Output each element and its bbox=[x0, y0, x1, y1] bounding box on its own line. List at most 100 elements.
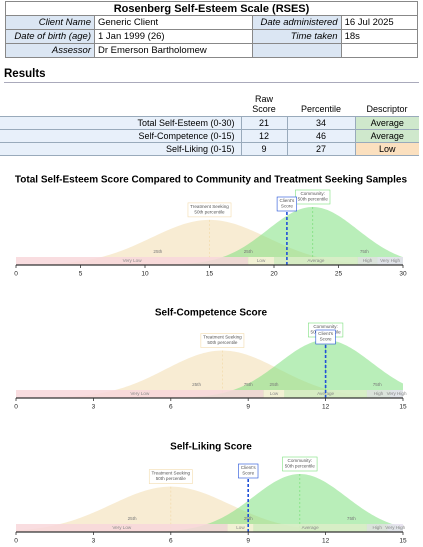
x-tick-label: 9 bbox=[246, 404, 250, 411]
header-table: Rosenberg Self-Esteem Scale (RSES) Clien… bbox=[5, 1, 419, 58]
density-curve bbox=[16, 486, 403, 532]
band-label: High bbox=[363, 258, 373, 263]
distribution-label-text: 50th percentile bbox=[194, 209, 225, 214]
empty-cell bbox=[340, 43, 419, 58]
percentile-label: 25th bbox=[270, 382, 279, 387]
client-score-label-text: Client's bbox=[279, 198, 295, 203]
band bbox=[248, 257, 274, 265]
field-value: 16 Jul 2025 bbox=[340, 15, 419, 30]
empty-cell bbox=[0, 88, 241, 117]
band bbox=[227, 524, 254, 532]
report-title: Rosenberg Self-Esteem Scale (RSES) bbox=[5, 1, 418, 16]
chart: Total Self-Esteem Score Compared to Comm… bbox=[14, 175, 408, 278]
distribution-label-box bbox=[200, 333, 245, 348]
chart-title: Self-Competence Score bbox=[155, 308, 268, 319]
client-score-label-text: Client's bbox=[241, 465, 257, 470]
band-label: Very High bbox=[380, 258, 400, 263]
client-score-label-text: Client's bbox=[318, 331, 334, 336]
descriptor: Average bbox=[354, 116, 419, 130]
client-score-label-box bbox=[315, 329, 336, 345]
distribution-label-text: 50th percentile bbox=[298, 196, 329, 201]
x-tick-label: 12 bbox=[322, 404, 330, 411]
x-tick-label: 0 bbox=[14, 404, 18, 411]
percentile-label: 25th bbox=[128, 516, 137, 521]
band bbox=[284, 390, 367, 398]
percentile-label: 75th bbox=[373, 382, 382, 387]
distribution-label-box bbox=[148, 469, 193, 484]
column-header: Raw Score bbox=[252, 94, 276, 114]
field-label: Time taken bbox=[251, 29, 342, 44]
band bbox=[377, 257, 403, 265]
x-tick-label: 6 bbox=[169, 404, 173, 411]
chart-title: Self-Liking Score bbox=[170, 442, 252, 453]
field-value: Generic Client bbox=[94, 15, 253, 30]
field-value: 18s bbox=[340, 29, 419, 44]
band bbox=[366, 390, 391, 398]
density-curve bbox=[16, 219, 403, 265]
distribution-label-text: Treatment Seeking bbox=[151, 471, 190, 476]
x-tick-label: 9 bbox=[246, 538, 250, 545]
density-curve bbox=[16, 340, 403, 398]
density-curve bbox=[16, 207, 403, 265]
band bbox=[387, 524, 403, 532]
client-score-label-box bbox=[276, 196, 298, 212]
band-label: Low bbox=[236, 525, 245, 530]
x-tick-label: 25 bbox=[335, 271, 343, 278]
field-value: 1 Jan 1999 (26) bbox=[94, 29, 253, 44]
band bbox=[16, 524, 228, 532]
percentile-label: 75th bbox=[244, 382, 253, 387]
chart-title: Total Self-Esteem Score Compared to Comm… bbox=[15, 175, 408, 186]
x-tick-label: 3 bbox=[92, 538, 96, 545]
percentile: 34 bbox=[286, 116, 355, 130]
descriptor: Average bbox=[354, 129, 419, 143]
x-tick-label: 15 bbox=[399, 538, 407, 545]
descriptor: Low bbox=[354, 142, 419, 156]
distribution-label: Community:50th percentile bbox=[295, 189, 331, 205]
field-label: Assessor bbox=[5, 43, 95, 58]
result-row: Self-Competence (0-15) 12 46 Average bbox=[0, 129, 419, 143]
percentile-label: 25th bbox=[153, 249, 162, 254]
band bbox=[366, 524, 388, 532]
distribution-label-box bbox=[187, 202, 232, 218]
raw-score: 12 bbox=[240, 129, 287, 143]
empty-cell bbox=[251, 43, 342, 58]
client-score-label-text: Score bbox=[320, 336, 332, 341]
results-body: Total Self-Esteem (0-30) 21 34 Average Self-… bbox=[0, 116, 419, 156]
x-tick-label: 10 bbox=[141, 271, 149, 278]
distribution-label: Community:50th percentile bbox=[282, 456, 318, 472]
chart: Self-Competence Score Treatment Seeking50… bbox=[14, 308, 407, 411]
band-label: Very High bbox=[387, 391, 407, 396]
row-label: Self-Liking (0-15) bbox=[165, 144, 235, 154]
band-label: Low bbox=[257, 258, 266, 263]
band bbox=[263, 390, 285, 398]
band-label: Very Low bbox=[123, 258, 143, 263]
x-tick-label: 5 bbox=[79, 271, 83, 278]
section-title: Results bbox=[4, 68, 419, 83]
band bbox=[357, 257, 378, 265]
client-score-label-text: Score bbox=[281, 203, 293, 208]
distribution-label-text: Treatment Seeking bbox=[190, 204, 229, 209]
distribution-label-text: Community: bbox=[288, 458, 313, 463]
band-label: Very Low bbox=[130, 391, 150, 396]
result-row: Total Self-Esteem (0-30) 21 34 Average bbox=[0, 116, 419, 130]
distribution-label-text: Community: bbox=[313, 324, 338, 329]
percentile-label: 75th bbox=[360, 249, 369, 254]
band bbox=[16, 390, 264, 398]
band-label: Average bbox=[317, 391, 334, 396]
percentile-label: 75th bbox=[347, 516, 356, 521]
band-label: Very Low bbox=[112, 525, 132, 530]
row-label: Self-Competence (0-15) bbox=[138, 131, 235, 141]
field-label: Date administered bbox=[251, 15, 342, 30]
x-tick-label: 15 bbox=[399, 404, 407, 411]
client-score-label-box bbox=[238, 463, 259, 479]
raw-score: 9 bbox=[240, 142, 287, 156]
raw-score: 21 bbox=[240, 116, 287, 130]
band-label: Low bbox=[270, 391, 279, 396]
distribution-label-text: 50th percentile bbox=[156, 476, 187, 481]
